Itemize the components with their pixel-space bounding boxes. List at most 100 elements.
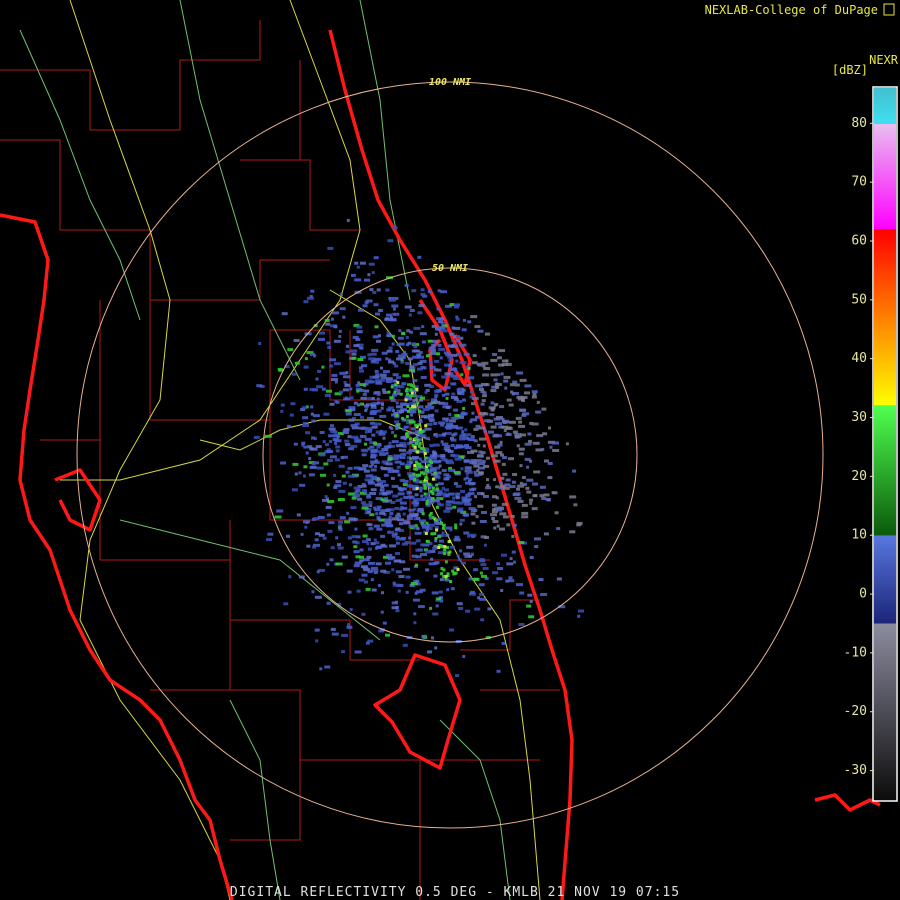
echo-pixel [577, 614, 581, 618]
echo-pixel [532, 441, 540, 445]
echo-pixel [418, 410, 425, 414]
echo-pixel [352, 335, 359, 339]
echo-pixel [396, 423, 401, 427]
echo-pixel [464, 466, 472, 470]
echo-pixel [354, 650, 362, 654]
echo-pixel [444, 488, 449, 492]
echo-pixel [395, 535, 400, 539]
echo-pixel [382, 370, 390, 374]
echo-pixel [352, 416, 356, 420]
echo-pixel [462, 655, 466, 658]
echo-pixel [436, 489, 443, 493]
echo-pixel [413, 437, 417, 441]
echo-pixel [371, 425, 378, 429]
echo-pixel [437, 482, 444, 486]
echo-pixel [319, 667, 323, 671]
echo-pixel [409, 309, 415, 312]
echo-pixel [356, 589, 361, 593]
echo-pixel [469, 420, 473, 424]
echo-pixel [314, 595, 322, 599]
echo-pixel [362, 449, 368, 453]
echo-pixel [531, 390, 538, 394]
echo-pixel [434, 518, 438, 522]
echo-pixel [508, 457, 514, 461]
echo-pixel [455, 444, 463, 448]
echo-pixel [463, 477, 467, 481]
echo-pixel [512, 430, 518, 434]
echo-pixel [414, 423, 418, 427]
echo-pixel [469, 533, 477, 537]
echo-pixel [384, 317, 392, 321]
echo-pixel [361, 364, 368, 368]
echo-pixel [300, 408, 306, 411]
echo-pixel [446, 546, 450, 549]
echo-pixel [364, 478, 372, 482]
echo-pixel [366, 495, 372, 499]
echo-pixel [370, 352, 377, 356]
echo-pixel [394, 507, 400, 510]
echo-pixel [345, 412, 352, 416]
tick-label: 70 [851, 175, 867, 190]
echo-pixel [420, 510, 425, 513]
echo-pixel [444, 444, 451, 448]
echo-pixel [378, 309, 381, 312]
echo-pixel [390, 399, 396, 402]
echo-pixel [460, 489, 466, 493]
echo-pixel [399, 462, 405, 466]
echo-pixel [383, 467, 391, 471]
echo-pixel [373, 571, 378, 574]
echo-pixel [391, 601, 398, 605]
echo-pixel [280, 403, 285, 407]
echo-pixel [455, 674, 460, 677]
echo-pixel [501, 418, 505, 422]
echo-pixel [498, 507, 504, 510]
echo-pixel [393, 412, 399, 415]
echo-pixel [454, 526, 458, 530]
echo-pixel [420, 553, 427, 556]
echo-pixel [316, 385, 324, 389]
echo-pixel [441, 469, 447, 472]
echo-pixel [383, 473, 389, 477]
echo-pixel [303, 387, 308, 391]
echo-pixel [501, 363, 508, 367]
echo-pixel [400, 453, 407, 456]
echo-pixel [399, 507, 403, 511]
echo-pixel [454, 344, 459, 348]
echo-pixel [387, 455, 393, 459]
echo-pixel [321, 365, 325, 369]
echo-pixel [368, 262, 375, 266]
echo-pixel [451, 569, 455, 573]
echo-pixel [374, 325, 379, 329]
echo-pixel [425, 550, 432, 554]
echo-pixel [371, 588, 377, 592]
echo-pixel [440, 290, 447, 294]
echo-pixel [511, 550, 516, 554]
echo-pixel [428, 482, 432, 486]
tick-label: 60 [851, 233, 867, 248]
echo-pixel [440, 545, 444, 549]
echo-pixel [388, 297, 392, 300]
echo-pixel [303, 365, 309, 369]
echo-pixel [426, 524, 430, 527]
echo-pixel [341, 555, 348, 559]
echo-pixel [401, 352, 408, 356]
echo-pixel [364, 490, 368, 493]
echo-pixel [392, 534, 396, 538]
echo-pixel [351, 426, 359, 430]
echo-pixel [462, 407, 466, 410]
echo-pixel [353, 466, 361, 470]
echo-pixel [359, 548, 364, 552]
echo-pixel [274, 515, 282, 519]
echo-pixel [492, 520, 499, 523]
echo-pixel [392, 373, 399, 377]
echo-pixel [309, 465, 317, 469]
echo-pixel [464, 555, 471, 558]
echo-pixel [447, 552, 451, 556]
echo-pixel [502, 515, 509, 519]
echo-pixel [386, 553, 393, 557]
echo-pixel [345, 371, 349, 375]
echo-pixel [502, 359, 508, 363]
echo-pixel [419, 480, 423, 484]
echo-pixel [470, 435, 475, 439]
echo-pixel [402, 427, 407, 431]
